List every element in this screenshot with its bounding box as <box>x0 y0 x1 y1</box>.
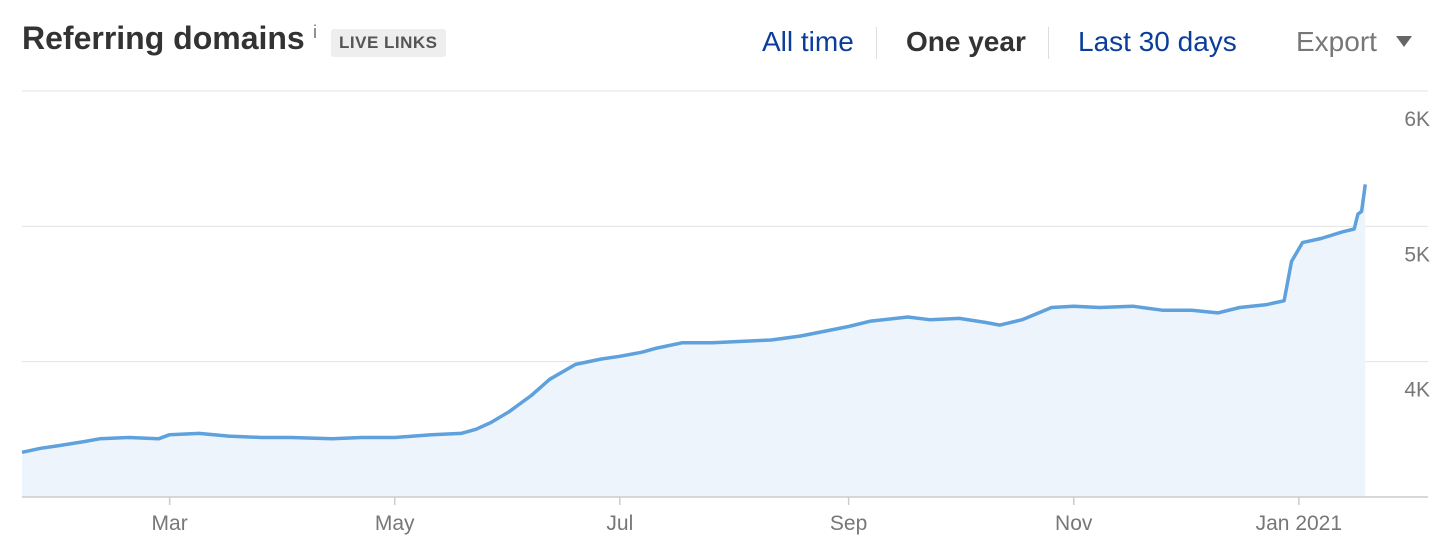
tab-active[interactable]: One year <box>906 26 1026 57</box>
y-tick-label: 6K <box>1404 108 1430 131</box>
tab[interactable]: Last 30 days <box>1078 26 1237 57</box>
x-tick-label: Sep <box>830 512 867 535</box>
x-tick-label: Nov <box>1055 512 1093 535</box>
area <box>22 184 1366 497</box>
x-tick-label: Jul <box>606 512 633 535</box>
y-tick-label: 4K <box>1404 379 1430 402</box>
info-icon[interactable]: i <box>313 22 317 42</box>
export-button[interactable]: Export <box>1296 26 1377 57</box>
separator <box>876 27 877 59</box>
x-tick-label: Jan 2021 <box>1256 512 1342 535</box>
badge: LIVE LINKS <box>331 29 446 57</box>
dropdown-caret[interactable] <box>1396 36 1412 47</box>
x-tick-label: May <box>375 512 415 535</box>
x-tick-label: Mar <box>152 512 188 535</box>
y-tick-label: 5K <box>1404 243 1430 266</box>
title: Referring domains <box>22 20 305 56</box>
tab[interactable]: All time <box>762 26 854 57</box>
line <box>21 184 1368 455</box>
separator <box>1048 27 1049 59</box>
header: Referring domains i LIVE LINKS All time … <box>0 0 1456 85</box>
